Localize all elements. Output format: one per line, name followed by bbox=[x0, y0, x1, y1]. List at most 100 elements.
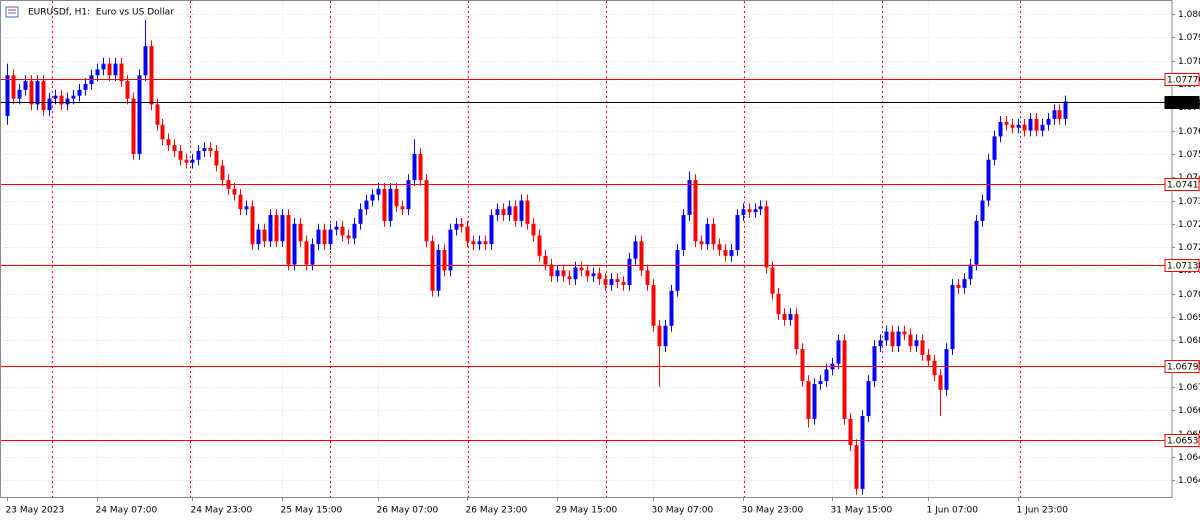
level-labels: 1.07776 1.07417 1.07138 1.06793 1.06537 1.076… bbox=[1164, 73, 1200, 447]
candle-body bbox=[172, 145, 177, 151]
candle-body bbox=[334, 226, 339, 230]
candle-body bbox=[448, 229, 453, 271]
candle-body bbox=[693, 180, 698, 242]
candle-body bbox=[842, 340, 847, 419]
candle-body bbox=[310, 244, 315, 265]
candle-body bbox=[645, 270, 650, 285]
candle-body bbox=[567, 276, 572, 280]
plot-frame bbox=[0, 0, 1173, 498]
candle-body bbox=[418, 153, 423, 181]
candle-body bbox=[286, 215, 291, 265]
candle-body bbox=[11, 75, 16, 99]
candle-body bbox=[753, 209, 758, 213]
candle-body bbox=[615, 279, 620, 283]
candle-body bbox=[322, 229, 327, 245]
candle-body bbox=[1028, 118, 1033, 131]
candle-body bbox=[1016, 124, 1021, 128]
level-label: 1.07776 bbox=[1167, 76, 1200, 86]
y-tick-label: 1.07360 bbox=[1178, 197, 1200, 207]
grid bbox=[0, 1, 1172, 497]
candle-body bbox=[609, 279, 614, 285]
level-label-box bbox=[1164, 259, 1200, 272]
candle-body bbox=[328, 229, 333, 245]
y-tick-label: 1.07520 bbox=[1178, 150, 1200, 160]
candle-body bbox=[202, 148, 207, 151]
y-tick-label: 1.07600 bbox=[1178, 127, 1200, 137]
x-tick-label: 26 May 07:00 bbox=[377, 506, 439, 516]
x-tick-label: 24 May 07:00 bbox=[96, 506, 158, 516]
candle-body bbox=[782, 314, 787, 320]
candle-body bbox=[471, 241, 476, 245]
candle-body bbox=[555, 270, 560, 277]
candle-body bbox=[53, 95, 58, 99]
candle-body bbox=[244, 206, 249, 210]
candle-body bbox=[394, 188, 399, 207]
candle-body bbox=[388, 188, 393, 221]
candle-body bbox=[59, 95, 64, 105]
candle-body bbox=[382, 188, 387, 221]
candle-body bbox=[83, 84, 88, 90]
chart-title: EURUSDf, H1: Euro vs US Dollar bbox=[28, 8, 174, 18]
levels bbox=[0, 79, 1172, 441]
candle-body bbox=[938, 375, 943, 390]
icon-frame bbox=[5, 6, 19, 18]
candle-body bbox=[155, 104, 160, 125]
candle-body bbox=[113, 63, 118, 76]
level-label: 1.06793 bbox=[1167, 363, 1200, 373]
candle-body bbox=[639, 241, 644, 271]
candle-body bbox=[262, 229, 267, 242]
candle-body bbox=[483, 241, 488, 245]
candle-body bbox=[836, 340, 841, 364]
candle-body bbox=[459, 223, 464, 227]
candles bbox=[5, 19, 1068, 495]
candle-body bbox=[214, 150, 219, 166]
candle-body bbox=[47, 98, 52, 111]
candle-body bbox=[764, 206, 769, 268]
candle-body bbox=[316, 229, 321, 245]
candle-body bbox=[962, 279, 967, 288]
candle-body bbox=[256, 229, 261, 245]
candle-body bbox=[5, 75, 10, 117]
candle-body bbox=[908, 334, 913, 347]
candle-body bbox=[968, 264, 973, 280]
y-tick-label: 1.07280 bbox=[1178, 220, 1200, 230]
candle-body bbox=[1052, 110, 1057, 119]
candle-body bbox=[890, 331, 895, 347]
candle-body bbox=[477, 241, 482, 245]
y-tick-label: 1.06400 bbox=[1178, 476, 1200, 486]
candle-body bbox=[268, 215, 273, 242]
candle-body bbox=[884, 331, 889, 341]
candle-body bbox=[119, 63, 124, 82]
candle-body bbox=[1063, 101, 1068, 119]
level-label-box bbox=[1164, 434, 1200, 447]
candle-body bbox=[160, 124, 165, 140]
candle-body bbox=[585, 270, 590, 277]
candle-body bbox=[597, 273, 602, 280]
candle-body bbox=[561, 270, 566, 277]
level-label: 1.07417 bbox=[1167, 181, 1200, 191]
candle-body bbox=[1004, 121, 1009, 125]
candle-body bbox=[525, 200, 530, 224]
candle-body bbox=[687, 180, 692, 216]
candle-body bbox=[729, 250, 734, 256]
x-tick-label: 1 Jun 07:00 bbox=[927, 506, 979, 516]
y-tick-label: 1.06640 bbox=[1178, 406, 1200, 416]
candle-body bbox=[573, 267, 578, 280]
candle-body bbox=[501, 209, 506, 216]
symbol-icon bbox=[5, 6, 19, 18]
candle-body bbox=[723, 250, 728, 256]
candle-body bbox=[29, 81, 34, 105]
candle-body bbox=[352, 223, 357, 239]
candle-body bbox=[238, 194, 243, 210]
candle-body bbox=[190, 159, 195, 163]
candle-body bbox=[400, 206, 405, 210]
candle-body bbox=[663, 325, 668, 347]
candle-body bbox=[412, 153, 417, 181]
candle-body bbox=[794, 314, 799, 350]
candle-body bbox=[519, 200, 524, 221]
candle-body bbox=[23, 81, 28, 90]
y-tick-label: 1.07920 bbox=[1178, 33, 1200, 43]
candle-body bbox=[717, 244, 722, 251]
candle-body bbox=[71, 95, 76, 99]
